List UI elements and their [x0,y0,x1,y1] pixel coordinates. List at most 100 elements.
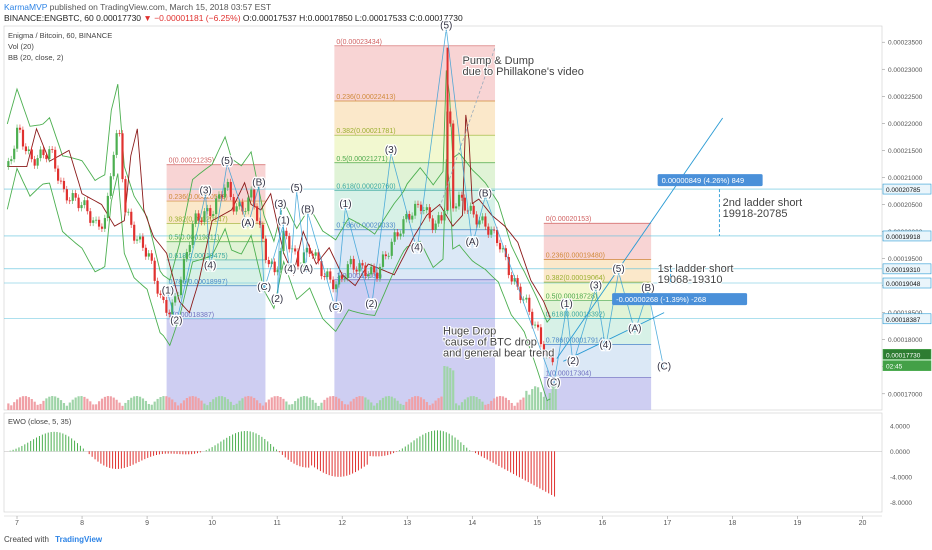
volume-bar [57,397,60,410]
volume-bar [121,405,124,410]
volume-bar [112,397,115,410]
ewo-legend[interactable]: EWO (close, 5, 35) [8,417,72,426]
candle-body [352,258,355,270]
candle-body [501,248,505,250]
candle-body [13,148,16,160]
candle-body [326,271,329,278]
volume-bar [27,397,30,410]
wave-label: (C) [257,282,271,293]
volume-bar [212,399,215,410]
volume-legend[interactable]: Vol (20) [8,42,34,51]
volume-bar [332,396,335,410]
volume-bar [45,398,48,410]
volume-bar [294,401,297,410]
bollinger-legend[interactable]: BB (20, close, 2) [8,53,64,62]
wave-label: (C) [329,302,343,313]
candle-body [396,232,399,237]
volume-bar [33,401,36,410]
author-name[interactable]: KarmaMVP [4,2,48,12]
wave-label: (A) [466,237,479,248]
candle-body [65,189,68,201]
fib-label-mid: 0.618(0.00020760) [336,183,395,190]
volume-bar [30,399,33,410]
candle-body [299,265,303,267]
trend-line [563,312,665,362]
volume-bar [367,399,370,410]
y-tick-label: 0.00023500 [888,40,923,47]
candle-body [156,280,159,294]
candle-body [27,149,30,152]
candle-body [109,176,112,196]
wave-label: (2) [170,315,182,326]
trend-line [556,117,724,359]
volume-bar [370,402,373,410]
volume-bar [493,398,496,410]
candle-body [273,261,276,273]
volume-bar [446,366,449,410]
volume-bar [42,400,45,410]
volume-bar [411,397,414,410]
volume-bar [522,397,525,410]
annotation-text: due to Phillakone's video [463,66,584,78]
fib-label-left: 1(0.00018387) [169,312,215,319]
volume-bar [24,396,28,410]
candle-body [428,207,431,219]
fib-label-right: 1(0.00017304) [546,370,592,377]
x-tick-label: 17 [663,520,671,527]
candle-body [217,194,221,199]
candle-body [367,274,370,277]
x-tick-label: 16 [598,520,606,527]
volume-bar [346,404,349,410]
volume-bar [21,396,25,410]
volume-bar [481,401,484,410]
price-badge-label: 0.00019310 [886,267,921,274]
candle-body [358,263,361,272]
candle-body [115,133,118,155]
candle-body [165,299,168,313]
fib-label-right: 0.236(0.00019480) [546,253,605,260]
volume-bar [337,398,341,410]
volume-bar [256,400,259,410]
volume-bar [273,396,276,410]
wave-label: (B) [479,188,492,199]
fib-label-left: 0(0.00021235) [169,158,215,165]
wave-label: (4) [599,340,611,351]
y-tick-label: 0.00021000 [888,175,923,182]
volume-bar [188,396,191,410]
volume-bar [68,402,71,410]
price-badge [882,313,932,325]
candle-body [399,233,402,237]
volume-bar [364,397,367,410]
volume-bar [352,398,355,410]
wave-label: (B) [641,283,654,294]
annotation-text: Huge Drop [443,325,496,337]
tradingview-logo[interactable]: TradingView [55,535,103,544]
volume-bar [405,401,408,410]
volume-bar [399,403,402,410]
annotation-text: 19068-19310 [658,274,723,286]
candle-body [323,276,326,278]
volume-bar [92,404,95,410]
range-badge-label: -0.00000268 (-1.39%) -268 [616,295,706,304]
candle-body [83,200,86,206]
volume-bar [247,396,250,410]
candle-body [112,154,115,177]
candle-body [457,194,461,207]
trend-line [439,47,496,208]
candle-body [267,260,270,265]
volume-bar [130,397,133,410]
volume-bar [16,399,19,410]
candle-body [130,211,133,225]
x-tick-label: 15 [533,520,541,527]
candle-body [97,219,101,227]
volume-bar [416,396,420,410]
volume-bar [302,396,306,410]
volume-bar [74,397,77,410]
volume-bar [387,396,390,410]
candle-body [95,219,98,221]
candle-body [68,200,71,202]
volume-bar [18,397,22,410]
volume-bar [174,402,177,410]
candle-body [481,216,484,221]
